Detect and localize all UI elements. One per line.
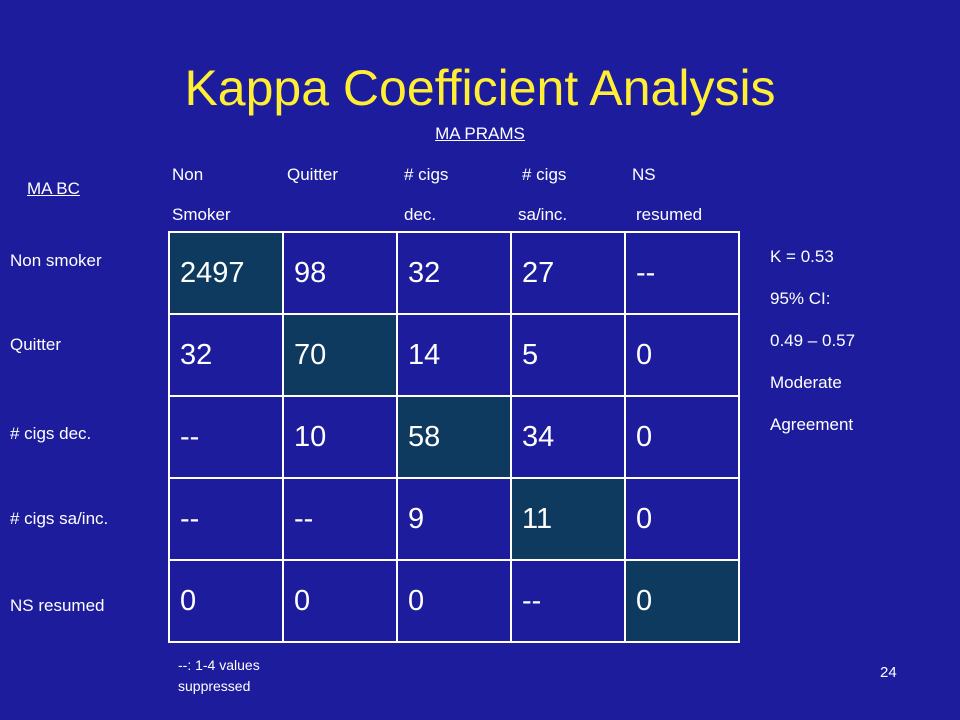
table-row: -- 10 58 34 0 (168, 395, 740, 479)
table-cell: 0 (282, 559, 398, 643)
footnote-line1: --: 1-4 values (178, 657, 260, 673)
column-header-line1: # cigs (404, 165, 449, 184)
row-label-non-smoker: Non smoker (10, 251, 102, 270)
table-cell: -- (168, 395, 284, 479)
table-cell: 58 (396, 395, 512, 479)
table-cell: 14 (396, 313, 512, 397)
kappa-statistics: K = 0.53 95% CI: 0.49 – 0.57 Moderate Ag… (770, 236, 855, 446)
interpretation-line1: Moderate (770, 373, 842, 392)
column-header-line2: dec. (404, 205, 437, 224)
table-cell: 5 (510, 313, 626, 397)
footnote-line2: suppressed (178, 678, 251, 694)
table-cell: 11 (510, 477, 626, 561)
column-header-line2: Smoker (172, 205, 231, 224)
column-header-ns-resumed: NS resumed (632, 155, 702, 235)
table-cell: 32 (396, 231, 512, 315)
table-cell: -- (510, 559, 626, 643)
column-source-label: MA PRAMS (435, 124, 525, 143)
table-cell: -- (282, 477, 398, 561)
column-header-line1: NS (632, 165, 656, 184)
table-cell: 34 (510, 395, 626, 479)
row-label-ns-resumed: NS resumed (10, 596, 105, 615)
kappa-value: K = 0.53 (770, 247, 834, 266)
table-cell: 27 (510, 231, 626, 315)
row-label-quitter: Quitter (10, 335, 62, 354)
table-cell: 0 (624, 313, 740, 397)
column-header-cigs-dec: # cigs dec. (404, 155, 448, 235)
column-header-cigs-sa-inc: # cigs sa/inc. (518, 155, 567, 235)
interpretation-line2: Agreement (770, 415, 854, 434)
table-cell: 0 (168, 559, 284, 643)
table-cell: 0 (624, 477, 740, 561)
table-cell: 98 (282, 231, 398, 315)
table-row: 32 70 14 5 0 (168, 313, 740, 397)
column-header-line2: sa/inc. (518, 205, 568, 224)
table-cell: 70 (282, 313, 398, 397)
table-row: -- -- 9 11 0 (168, 477, 740, 561)
suppression-footnote: --: 1-4 values suppressed (178, 655, 260, 697)
kappa-agreement-table: 2497 98 32 27 -- 32 70 14 5 0 -- 10 58 3… (168, 231, 740, 643)
column-header-line2: resumed (636, 205, 703, 224)
table-row: 2497 98 32 27 -- (168, 231, 740, 315)
slide-title: Kappa Coefficient Analysis (184, 60, 776, 116)
row-label-cigs-sa-inc: # cigs sa/inc. (10, 509, 109, 528)
column-header-quitter: Quitter (287, 155, 338, 195)
column-header-non-smoker: Non Smoker (172, 155, 231, 235)
column-header-line1: Quitter (287, 165, 339, 184)
table-cell: 2497 (168, 231, 284, 315)
ci-range: 0.49 – 0.57 (770, 331, 856, 350)
table-row: 0 0 0 -- 0 (168, 559, 740, 643)
column-header-line1: Non (172, 165, 204, 184)
table-cell: 0 (624, 559, 740, 643)
page-number: 24 (880, 664, 897, 681)
table-cell: -- (624, 231, 740, 315)
row-label-cigs-dec: # cigs dec. (10, 424, 92, 443)
table-cell: 0 (396, 559, 512, 643)
table-cell: 0 (624, 395, 740, 479)
table-cell: -- (168, 477, 284, 561)
table-cell: 9 (396, 477, 512, 561)
row-source-label: MA BC (27, 179, 80, 198)
ci-label: 95% CI: (770, 289, 831, 308)
column-header-line1: # cigs (522, 165, 567, 184)
table-cell: 32 (168, 313, 284, 397)
table-cell: 10 (282, 395, 398, 479)
